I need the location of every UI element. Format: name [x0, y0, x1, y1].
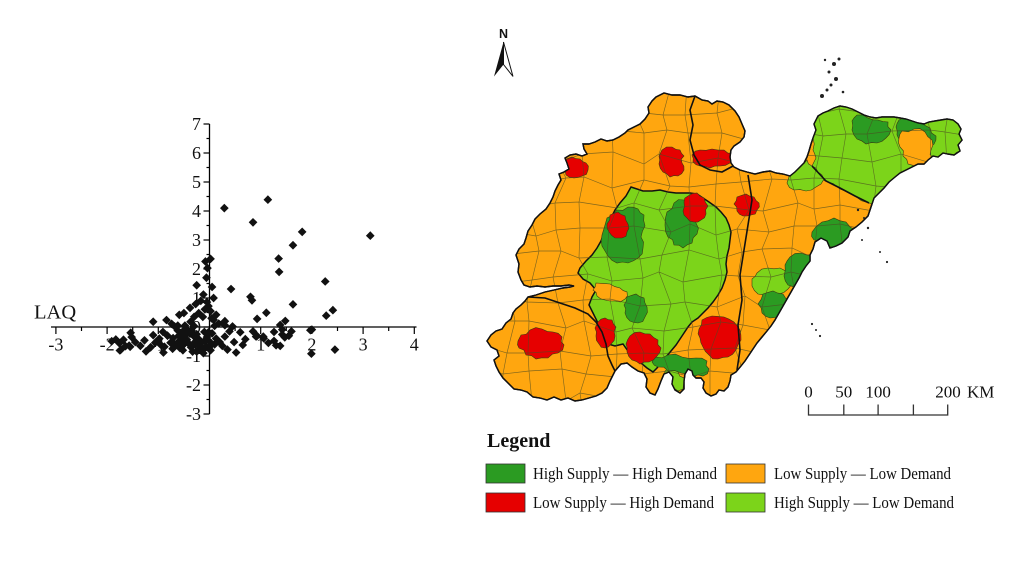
svg-text:1: 1: [256, 335, 265, 355]
svg-text:100: 100: [865, 383, 891, 402]
svg-text:High Supply — Low Demand: High Supply — Low Demand: [774, 493, 955, 512]
svg-text:7: 7: [192, 114, 201, 134]
svg-text:Low Supply — Low Demand: Low Supply — Low Demand: [774, 464, 952, 483]
svg-text:0: 0: [804, 383, 813, 402]
svg-text:50: 50: [835, 383, 852, 402]
svg-text:4: 4: [192, 201, 201, 221]
svg-text:-3: -3: [48, 335, 63, 355]
svg-text:LAQ: LAQ: [34, 302, 76, 324]
svg-text:Low Supply — High Demand: Low Supply — High Demand: [533, 493, 715, 512]
svg-text:Legend: Legend: [487, 430, 550, 452]
svg-text:5: 5: [192, 172, 201, 192]
svg-text:-3: -3: [186, 404, 201, 424]
svg-text:3: 3: [192, 230, 201, 250]
svg-text:2: 2: [307, 335, 316, 355]
svg-text:6: 6: [192, 143, 201, 163]
svg-text:1: 1: [192, 288, 201, 308]
svg-text:4: 4: [410, 335, 419, 355]
svg-text:N: N: [499, 27, 508, 41]
svg-text:High Supply — High Demand: High Supply — High Demand: [533, 464, 718, 483]
svg-text:-2: -2: [186, 375, 201, 395]
svg-text:200: 200: [935, 383, 961, 402]
svg-text:KM: KM: [967, 383, 994, 402]
svg-text:2: 2: [192, 259, 201, 279]
svg-text:3: 3: [359, 335, 368, 355]
